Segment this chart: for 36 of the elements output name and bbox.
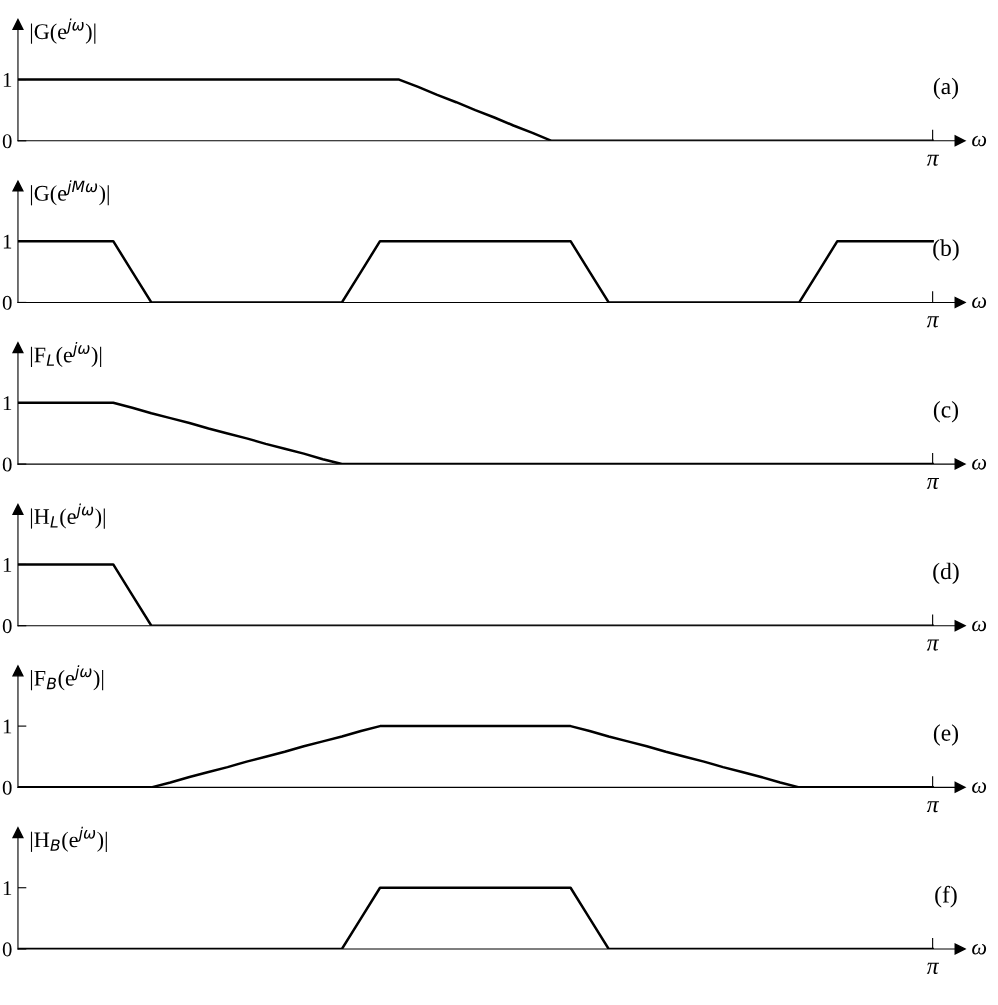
annotation: (c) xyxy=(933,401,959,423)
y-tick-label: 1 xyxy=(3,396,12,411)
annotation: (b) xyxy=(933,239,959,261)
annotation: (a) xyxy=(933,77,959,100)
x-tick-label: π xyxy=(926,962,940,974)
y-axis-title: |G(e$^{jMω}$)| xyxy=(30,180,109,206)
x-axis-title: ω xyxy=(972,135,987,147)
y-tick-label: 1 xyxy=(3,73,12,87)
y-tick-label: 1 xyxy=(3,234,12,249)
x-tick-label: π xyxy=(926,801,940,813)
y-tick-label: 0 xyxy=(2,457,12,472)
x-axis-title: ω xyxy=(972,459,987,470)
annotation: (d) xyxy=(933,562,959,585)
x-tick-label: π xyxy=(926,639,940,651)
x-tick-label: π xyxy=(926,154,940,166)
annotation: (f) xyxy=(935,885,957,908)
y-tick-label: 0 xyxy=(2,134,12,149)
annotation: (e) xyxy=(933,724,959,746)
y-tick-label: 0 xyxy=(2,619,12,634)
x-axis-title: ω xyxy=(972,943,987,955)
y-axis-title: |G(e$^{jω}$)| xyxy=(30,18,96,44)
y-tick-label: 0 xyxy=(2,295,12,310)
y-tick-label: 1 xyxy=(3,719,12,734)
y-axis-title: |F$_{L}$(e$^{jω}$)| xyxy=(30,341,102,367)
y-axis-title: |H$_{B}$(e$^{jω}$)| xyxy=(30,826,107,852)
y-tick-label: 0 xyxy=(2,942,12,957)
y-tick-label: 1 xyxy=(3,881,12,895)
x-axis-title: ω xyxy=(972,620,987,632)
y-axis-title: |H$_{L}$(e$^{jω}$)| xyxy=(30,503,105,529)
y-tick-label: 1 xyxy=(3,557,12,572)
x-axis-title: ω xyxy=(972,782,987,793)
y-axis-title: |F$_{B}$(e$^{jω}$)| xyxy=(30,665,104,691)
x-axis-title: ω xyxy=(972,297,987,308)
x-tick-label: π xyxy=(926,477,940,490)
x-tick-label: π xyxy=(926,316,940,328)
y-tick-label: 0 xyxy=(2,780,12,795)
